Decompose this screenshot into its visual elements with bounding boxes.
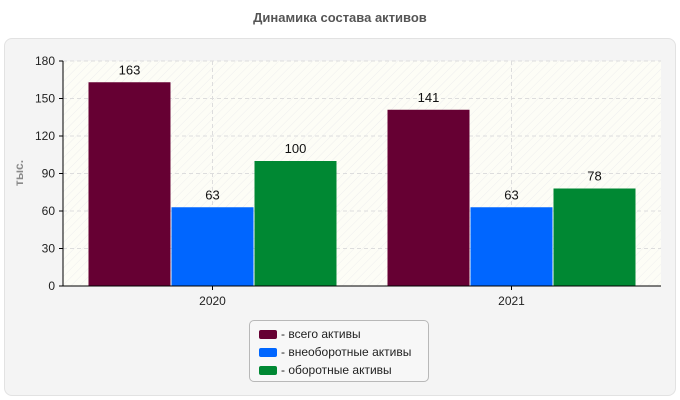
y-axis-label: тыс. <box>12 160 26 186</box>
legend-item-total: - всего активы <box>259 325 428 343</box>
y-tick-label: 0 <box>48 279 55 293</box>
y-tick-label: 90 <box>42 167 56 181</box>
data-label: 163 <box>119 62 141 77</box>
data-label: 100 <box>285 141 307 156</box>
bar-2021-1 <box>387 109 470 286</box>
legend: - всего активы - внеоборотные активы - о… <box>249 320 429 382</box>
x-tick-label: 2021 <box>498 294 525 308</box>
data-label: 78 <box>587 169 601 184</box>
legend-item-current: - оборотные активы <box>259 361 428 379</box>
x-tick-label: 2020 <box>199 294 226 308</box>
legend-swatch-total <box>259 329 277 339</box>
bar-2020-1 <box>88 82 171 286</box>
bar-2021-3 <box>553 188 636 286</box>
bar-chart: 030609012015018020201636310020211416378 … <box>12 54 661 308</box>
y-tick-label: 150 <box>35 92 55 106</box>
y-tick-label: 60 <box>42 204 56 218</box>
legend-swatch-current <box>259 365 277 375</box>
data-label: 63 <box>205 187 219 202</box>
legend-swatch-noncurrent <box>259 347 277 357</box>
legend-label-noncurrent: - внеоборотные активы <box>281 345 412 359</box>
bar-2020-2 <box>171 207 254 286</box>
y-tick-label: 120 <box>35 129 55 143</box>
data-label: 63 <box>504 187 518 202</box>
bar-2020-3 <box>254 161 337 286</box>
y-tick-label: 30 <box>42 242 56 256</box>
chart-title: Динамика состава активов <box>253 10 427 25</box>
legend-item-noncurrent: - внеоборотные активы <box>259 343 428 361</box>
legend-label-current: - оборотные активы <box>281 363 392 377</box>
y-tick-label: 180 <box>35 54 55 68</box>
data-label: 141 <box>418 90 440 105</box>
legend-label-total: - всего активы <box>281 327 361 341</box>
bar-2021-2 <box>470 207 553 286</box>
